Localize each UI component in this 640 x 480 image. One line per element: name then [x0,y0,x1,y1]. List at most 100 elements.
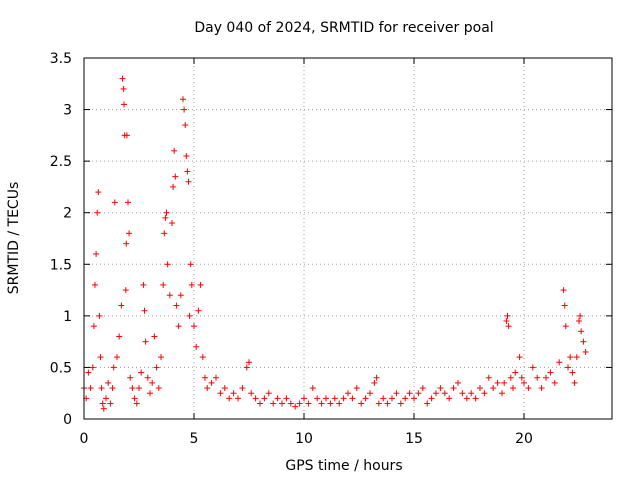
data-point [186,312,193,319]
data-point [89,364,96,371]
data-point [336,400,343,407]
data-point [147,390,153,397]
data-point [248,390,255,397]
data-point [411,395,417,402]
data-point [375,400,382,407]
data-point [455,379,461,386]
data-point [446,395,453,402]
data-point [133,400,140,407]
data-point [472,395,479,402]
data-point [287,400,294,407]
data-point [141,307,148,314]
data-point [252,395,259,402]
data-point [87,385,94,392]
data-point [314,395,321,402]
data-point [109,385,116,392]
y-axis-title: SRMTID / TECUs [6,182,22,295]
data-point [98,385,105,392]
data-point [353,385,360,392]
data-point [576,318,582,325]
data-point [397,400,404,407]
data-point [578,328,585,335]
chart-title: Day 040 of 2024, SRMTID for receiver poa… [194,20,493,36]
data-point [406,390,413,397]
data-point [114,354,120,361]
data-point [358,400,365,407]
data-point [120,85,127,92]
data-point [116,333,123,340]
y-tick-label: 3 [63,103,72,119]
data-point [450,385,457,392]
data-point [195,307,202,314]
data-point [164,261,171,268]
data-point [142,338,149,345]
data-point [171,147,178,154]
data-point [158,354,164,361]
data-point [202,374,208,381]
data-point [175,323,182,330]
data-point [177,292,184,299]
data-point [318,400,325,407]
y-tick-label: 0.5 [50,360,72,376]
data-point [129,385,136,392]
data-point [95,189,102,196]
data-point [507,374,514,381]
data-point [138,369,145,376]
data-point [125,199,131,206]
data-point [181,106,188,113]
x-tick-label: 20 [515,431,533,447]
data-point [126,230,133,237]
axis-ticks [83,57,612,420]
data-point [96,312,103,319]
y-tick-labels: 0 0.5 1 1.5 2 2.5 3 3.5 [50,51,72,428]
x-tick-label: 5 [190,431,199,447]
data-point [362,395,369,402]
data-point [204,385,211,392]
data-point [100,405,107,412]
data-point [123,240,130,247]
data-point [107,400,114,407]
data-point [468,390,475,397]
data-point [518,374,525,381]
data-point [166,292,173,299]
data-point [402,395,409,402]
data-point [191,323,197,330]
data-point [279,400,285,407]
data-point [283,395,290,402]
data-point [274,395,281,402]
data-point [140,281,147,288]
data-point [153,364,160,371]
data-point [340,395,347,402]
x-axis-title: GPS time / hours [285,458,402,474]
data-point [373,374,380,381]
data-point [151,333,158,340]
data-point [85,369,92,376]
data-point [193,343,200,350]
data-point [111,199,118,206]
y-tick-label: 3.5 [50,51,72,67]
data-point [494,379,501,386]
data-point [296,400,303,407]
data-point [560,287,567,294]
data-point [270,400,277,407]
data-point [504,312,511,319]
y-tick-label: 0 [63,412,72,428]
data-point [118,302,125,309]
data-point [265,390,272,397]
data-point [105,379,112,386]
data-point [103,395,109,402]
data-point [577,312,584,319]
data-point [123,132,130,139]
x-tick-label: 15 [405,431,423,447]
data-point [144,374,151,381]
y-tick-label: 1.5 [50,257,72,273]
data-point [94,209,101,216]
data-point [226,395,233,402]
data-point [90,323,97,330]
data-point [490,385,497,392]
data-point [185,178,192,185]
data-point [163,209,170,216]
data-point [172,173,179,180]
data-point [485,374,492,381]
